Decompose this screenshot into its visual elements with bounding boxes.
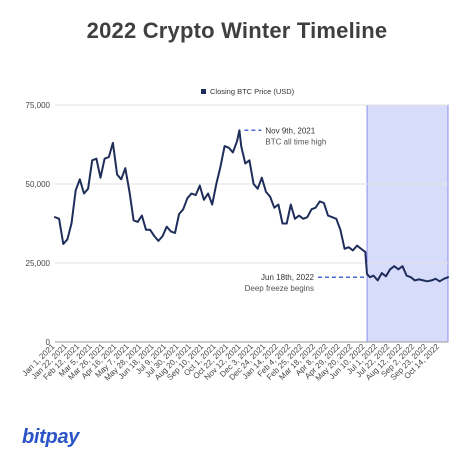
gridlines <box>55 104 448 343</box>
annotation-title-ath: Nov 9th, 2021 <box>265 126 315 135</box>
annotation-text-freeze: Deep freeze begins <box>245 284 314 293</box>
y-axis-ticks: 75,000 50,000 25,000 0 <box>26 101 51 347</box>
annotation-title-freeze: Jun 18th, 2022 <box>261 273 314 282</box>
series-line-closing-btc-price <box>54 129 449 283</box>
y-tick-label: 25,000 <box>26 259 51 268</box>
deep-freeze-highlight-region <box>366 104 449 343</box>
legend-swatch <box>201 89 206 94</box>
annotation-text-ath: BTC all time high <box>265 137 326 146</box>
y-tick-label: 75,000 <box>26 101 51 110</box>
annotations: Nov 9th, 2021 BTC all time high Jun 18th, … <box>244 126 364 293</box>
y-tick-label: 0 <box>46 338 51 347</box>
legend-label: Closing BTC Price (USD) <box>210 87 295 96</box>
bitpay-logo: bitpay <box>22 426 80 448</box>
chart-title: 2022 Crypto Winter Timeline <box>86 18 388 43</box>
legend: Closing BTC Price (USD) <box>201 87 295 96</box>
y-tick-label: 50,000 <box>26 180 51 189</box>
